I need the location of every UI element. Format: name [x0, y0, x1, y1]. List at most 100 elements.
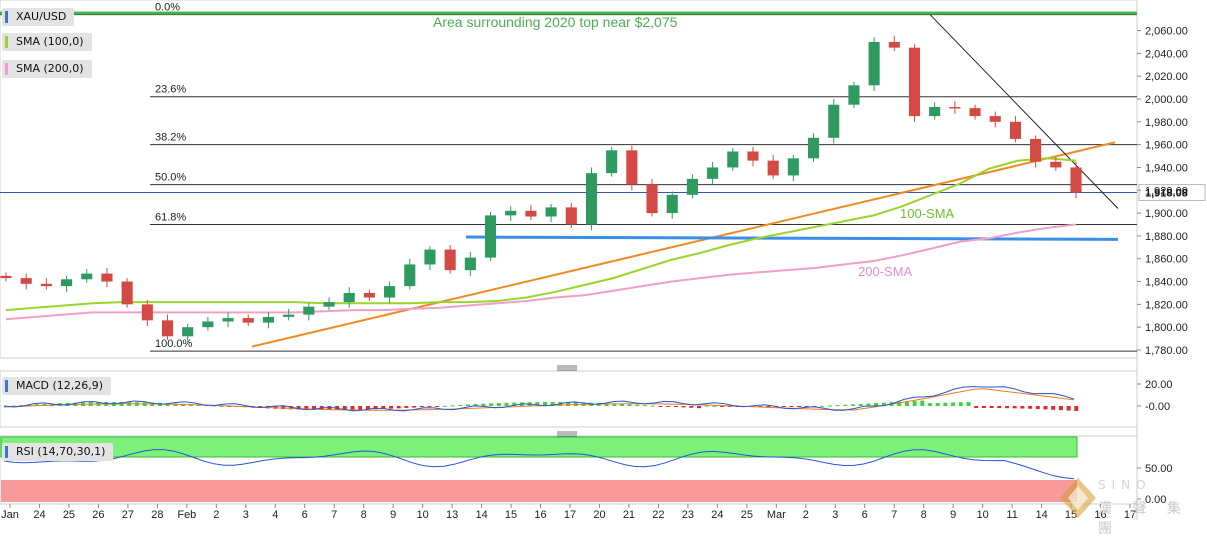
- macd-histogram-bar: [419, 406, 424, 408]
- macd-pane-frame: [0, 370, 1138, 428]
- rsi-overbought-zone: [0, 436, 1078, 458]
- candle-body: [747, 151, 759, 161]
- legend-rsi[interactable]: RSI (14,70,30,1): [2, 443, 114, 461]
- annotation-100-sma: 100-SMA: [900, 206, 955, 221]
- candle-body: [283, 314, 295, 317]
- legend-sma200[interactable]: SMA (200,0): [2, 60, 92, 78]
- fib-label: 100.0%: [155, 338, 193, 350]
- macd-histogram-bar: [720, 406, 725, 407]
- macd-histogram-bar: [943, 402, 948, 406]
- macd-histogram-bar: [981, 406, 986, 409]
- y-tick-label: 1,880.00: [1145, 231, 1188, 243]
- macd-histogram-bar: [496, 403, 501, 406]
- macd-tick-label: 20.00: [1145, 379, 1173, 391]
- macd-histogram-bar: [550, 402, 555, 406]
- y-tick-label: 1,940.00: [1145, 162, 1188, 174]
- macd-histogram-bar: [304, 406, 309, 410]
- x-tick-label: 25: [63, 509, 75, 521]
- legend-sma100[interactable]: SMA (100,0): [2, 33, 92, 51]
- candle-body: [303, 306, 315, 315]
- macd-histogram-bar: [804, 406, 809, 407]
- legend-macd[interactable]: MACD (12,26,9): [2, 377, 112, 395]
- candle-body: [929, 106, 941, 117]
- macd-histogram-bar: [858, 403, 863, 406]
- macd-histogram-bar: [504, 402, 509, 406]
- diamond-logo-icon: [1060, 478, 1096, 518]
- rsi-tick-label: 0.00: [1145, 494, 1166, 506]
- macd-histogram-bar: [789, 406, 794, 407]
- x-tick-label: 11: [1006, 509, 1017, 521]
- x-tick-label: 6: [862, 509, 868, 521]
- macd-histogram-bar: [797, 406, 802, 407]
- macd-histogram-bar: [912, 400, 917, 406]
- y-tick-label: 2,000.00: [1145, 94, 1188, 106]
- macd-histogram-bar: [966, 402, 971, 406]
- macd-histogram-bar: [935, 402, 940, 406]
- macd-histogram-bar: [666, 406, 671, 407]
- last-price-tag: [1138, 183, 1206, 201]
- x-tick-label: 20: [593, 509, 605, 521]
- macd-histogram-bar: [920, 400, 925, 406]
- macd-histogram-bar: [543, 402, 547, 406]
- macd-histogram-bar: [1074, 406, 1079, 411]
- x-tick-label: 17: [1124, 509, 1136, 521]
- watermark-text: 漢 聲 集 團: [1098, 501, 1189, 537]
- sma100-line: [5, 157, 1077, 312]
- candle-body: [686, 178, 698, 195]
- candle-body: [464, 257, 476, 271]
- macd-histogram-bar: [928, 403, 932, 406]
- macd-histogram-bar: [658, 406, 663, 407]
- candle-body: [404, 264, 416, 287]
- y-tick-label: 2,040.00: [1145, 48, 1188, 60]
- macd-histogram-bar: [989, 406, 994, 409]
- macd-histogram-bar: [473, 404, 478, 406]
- watermark-logo: [1058, 476, 1198, 520]
- x-tick-label: 22: [652, 509, 664, 521]
- macd-histogram-bar: [1051, 406, 1056, 410]
- macd-histogram-bar: [1005, 406, 1009, 409]
- candle-body: [262, 316, 275, 323]
- x-tick-label: 27: [122, 509, 134, 521]
- macd-histogram-bar: [1066, 406, 1071, 411]
- macd-histogram-bar: [19, 405, 24, 407]
- y-tick-label: 1,800.00: [1145, 322, 1188, 334]
- sma200-line: [5, 223, 1077, 321]
- macd-histogram-bar: [450, 405, 455, 407]
- x-tick-label: 14: [1035, 509, 1047, 521]
- x-tick-label: 3: [243, 509, 249, 521]
- candle-body: [646, 184, 658, 214]
- macd-histogram-bar: [604, 403, 609, 406]
- x-tick-label: Mar: [767, 509, 786, 521]
- macd-histogram-bar: [866, 403, 871, 406]
- macd-histogram-bar: [781, 406, 786, 407]
- candle-body: [141, 304, 153, 321]
- macd-histogram-bar: [851, 404, 855, 406]
- macd-histogram-bar: [820, 405, 825, 407]
- x-tick-label: 9: [390, 509, 396, 521]
- ascending-trendline: [251, 141, 1116, 348]
- candle-body: [242, 318, 254, 323]
- x-tick-label: 7: [891, 509, 897, 521]
- candle-body: [505, 210, 517, 216]
- macd-histogram-bar: [34, 404, 39, 406]
- xauusd-chart: 0.0% 23.6% 38.2% 50.0% 61.8% 100.0% 1,918.08 2…: [0, 0, 1206, 521]
- y-tick-label: 2,060.00: [1145, 26, 1188, 38]
- x-tick-label: 7: [331, 509, 337, 521]
- macd-histogram-bar: [904, 401, 909, 406]
- x-tick-label: 8: [361, 509, 367, 521]
- macd-histogram-bar: [42, 403, 47, 406]
- candle-body: [1009, 121, 1021, 139]
- legend-symbol[interactable]: XAU/USD: [2, 8, 75, 26]
- macd-histogram-bar: [512, 402, 517, 406]
- x-tick-label: 21: [623, 509, 635, 521]
- x-tick-label: 3: [832, 509, 838, 521]
- candle-body: [767, 160, 779, 176]
- x-tick-label: 17: [564, 509, 576, 521]
- candle-body: [1070, 167, 1082, 193]
- candle-body: [0, 275, 12, 279]
- macd-histogram-bar: [396, 406, 401, 409]
- macd-histogram-bar: [874, 403, 879, 406]
- x-tick-label: 10: [417, 509, 429, 521]
- macd-histogram-bar: [389, 406, 393, 409]
